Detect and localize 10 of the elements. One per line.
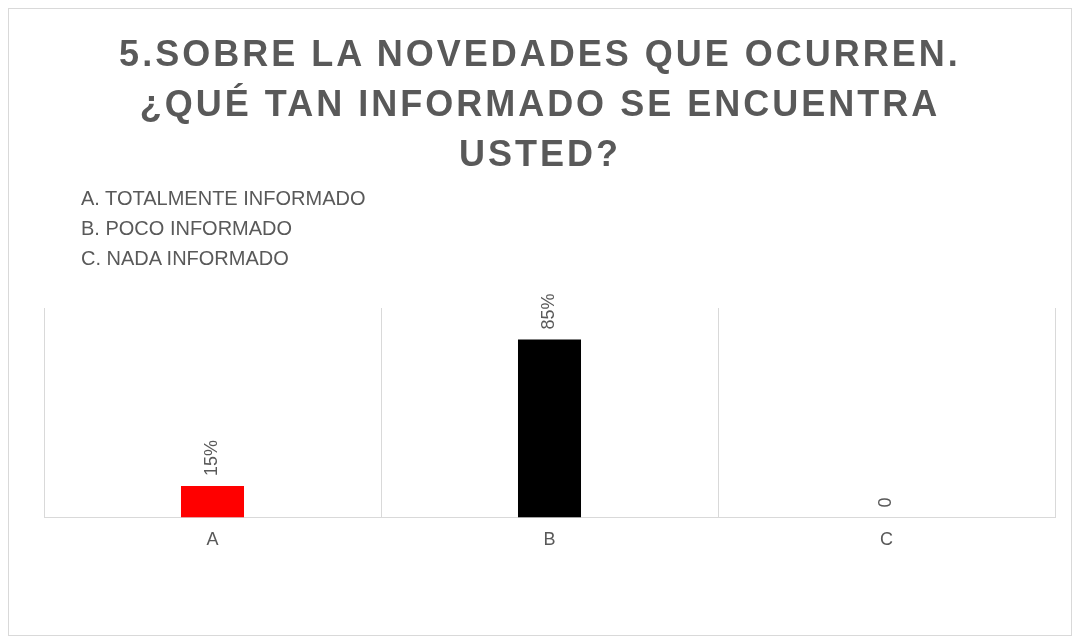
text: A. TOTALMENTE INFORMADO (81, 186, 367, 211)
x-tick-label: A (206, 529, 219, 550)
text: C. NADA INFORMADO (81, 246, 290, 271)
text: B. POCO INFORMADO (81, 216, 294, 241)
x-tick-label: B (543, 529, 556, 550)
data-label: 85% (538, 293, 559, 330)
data-label: 0 (875, 497, 896, 508)
chart-title: 5.SOBRE LA NOVEDADES QUE OCURREN. ¿QUÉ TAN INFORMADO SE ENCUENTRA USTED? (118, 32, 962, 176)
x-tick-label: C (880, 529, 893, 550)
data-label: 15% (201, 439, 222, 476)
